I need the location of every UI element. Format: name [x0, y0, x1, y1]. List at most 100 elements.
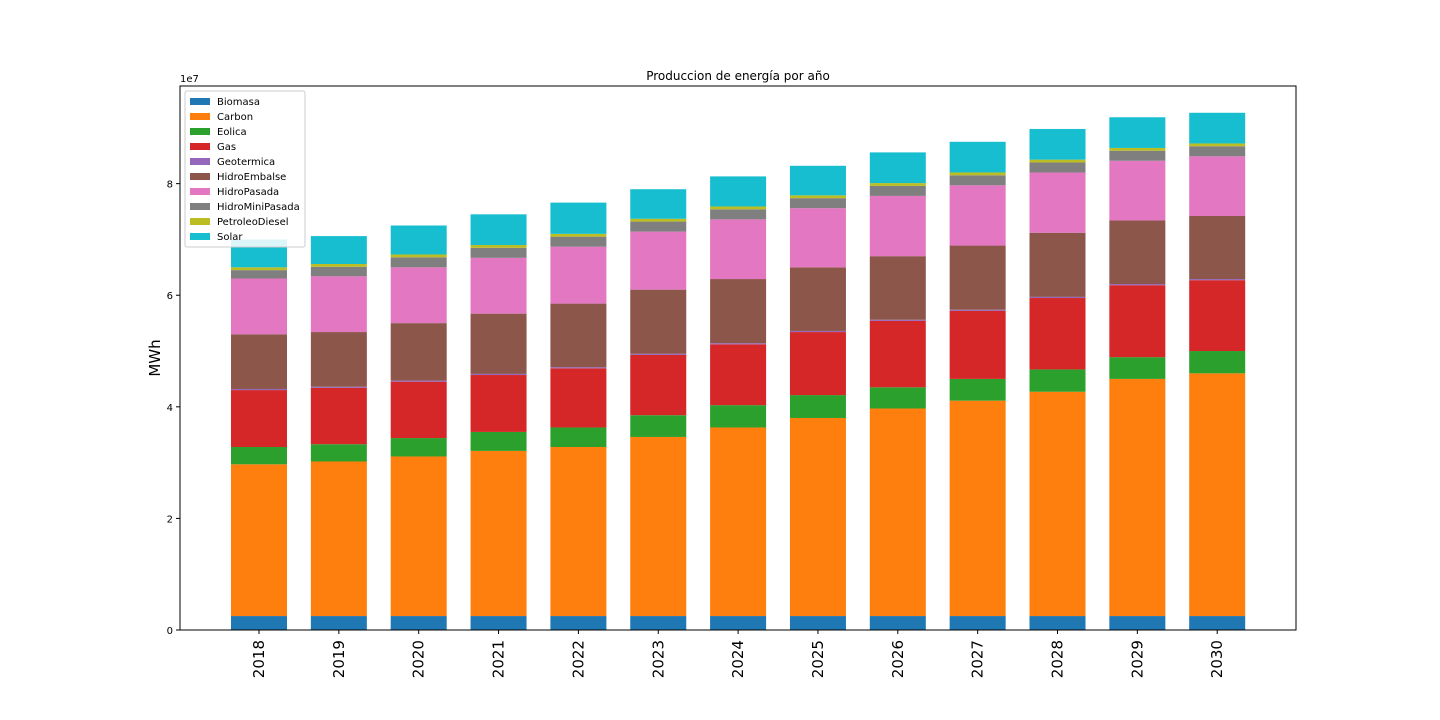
x-tick-label-2027: 2027 — [969, 640, 987, 678]
bar-hidrominipasada-2024 — [710, 209, 767, 220]
bar-petroleodiesel-2022 — [550, 233, 607, 237]
bar-carbon-2025 — [789, 417, 846, 617]
bar-hidroembalse-2018 — [231, 334, 287, 389]
bar-biomasa-2019 — [310, 616, 367, 630]
bar-geotermica-2018 — [231, 388, 287, 391]
bar-hidrominipasada-2030 — [1189, 146, 1246, 157]
bar-hidrominipasada-2027 — [949, 175, 1006, 186]
bar-hidrominipasada-2018 — [231, 270, 287, 279]
bar-carbon-2020 — [390, 456, 447, 617]
bar-gas-2030 — [1189, 280, 1246, 352]
y-tick-label-2: 4 — [167, 403, 173, 414]
bar-gas-2021 — [470, 375, 527, 432]
y-axis-label: MWh — [146, 339, 164, 376]
bar-petroleodiesel-2027 — [949, 172, 1006, 176]
bar-hidrominipasada-2019 — [310, 266, 367, 277]
bar-solar-2026 — [869, 152, 926, 184]
bar-solar-2027 — [949, 141, 1006, 173]
bar-hidropasada-2022 — [550, 246, 607, 304]
bar-hidropasada-2028 — [1029, 172, 1086, 233]
bar-gas-2024 — [710, 344, 767, 406]
bar-biomasa-2020 — [390, 616, 447, 630]
x-tick-label-2021: 2021 — [490, 640, 508, 678]
x-tick-label-2022: 2022 — [569, 640, 587, 678]
x-tick-label-2019: 2019 — [330, 640, 348, 678]
legend-swatch-hidroembalse — [190, 173, 210, 180]
x-tick-label-2020: 2020 — [410, 640, 428, 678]
y-tick-label-3: 6 — [167, 291, 173, 302]
plot-frame — [179, 85, 1297, 631]
bar-biomasa-2022 — [550, 616, 607, 630]
bar-eolica-2026 — [869, 387, 926, 409]
bar-carbon-2026 — [869, 408, 926, 617]
x-tick-label-2023: 2023 — [649, 640, 667, 678]
bar-eolica-2028 — [1029, 369, 1086, 392]
legend: Biomasa Carbon Eolica Gas Geotermica HidroEmb… — [184, 90, 306, 248]
bar-biomasa-2027 — [949, 616, 1006, 630]
bar-gas-2019 — [310, 387, 367, 445]
bar-gas-2018 — [231, 390, 287, 447]
bar-carbon-2019 — [310, 461, 367, 617]
bar-hidroembalse-2023 — [630, 289, 687, 354]
bar-solar-2028 — [1029, 128, 1086, 160]
bar-carbon-2024 — [710, 427, 767, 617]
legend-label-gas: Gas — [217, 142, 236, 153]
bar-hidrominipasada-2028 — [1029, 162, 1086, 173]
bar-gas-2025 — [789, 332, 846, 396]
bar-eolica-2022 — [550, 427, 607, 447]
bar-hidrominipasada-2021 — [470, 247, 527, 258]
bar-gas-2029 — [1109, 285, 1166, 358]
chart-title: Produccion de energía por año — [646, 69, 830, 83]
bar-hidrominipasada-2025 — [789, 198, 846, 209]
bar-hidroembalse-2022 — [550, 303, 607, 368]
bar-carbon-2023 — [630, 436, 687, 617]
bar-carbon-2018 — [231, 464, 287, 617]
bar-eolica-2030 — [1189, 351, 1246, 374]
bar-hidropasada-2025 — [789, 208, 846, 268]
bar-solar-2025 — [789, 165, 846, 196]
legend-swatch-hidrominipasada — [190, 203, 210, 210]
bar-solar-2021 — [470, 214, 527, 246]
bar-petroleodiesel-2024 — [710, 206, 767, 210]
x-tick-label-2025: 2025 — [809, 640, 827, 678]
bar-hidropasada-2030 — [1189, 156, 1246, 216]
bar-carbon-2029 — [1109, 378, 1166, 617]
bar-solar-2030 — [1189, 112, 1246, 144]
bar-geotermica-2023 — [630, 353, 687, 355]
legend-swatch-biomasa — [190, 98, 210, 105]
bar-biomasa-2023 — [630, 616, 687, 630]
legend-label-geotermica: Geotermica — [217, 157, 275, 168]
bar-geotermica-2027 — [949, 309, 1006, 311]
bar-hidropasada-2029 — [1109, 160, 1166, 221]
bar-hidropasada-2026 — [869, 195, 926, 257]
bar-petroleodiesel-2018 — [231, 267, 287, 271]
y-tick-label-0: 0 — [167, 626, 173, 637]
bar-hidroembalse-2026 — [869, 256, 926, 320]
bar-geotermica-2021 — [470, 373, 527, 376]
bar-carbon-2030 — [1189, 373, 1246, 617]
bar-hidroembalse-2029 — [1109, 220, 1166, 285]
bar-hidropasada-2021 — [470, 257, 527, 314]
legend-label-hidroembalse: HidroEmbalse — [217, 172, 286, 183]
bar-hidroembalse-2019 — [310, 332, 367, 387]
bar-petroleodiesel-2029 — [1109, 147, 1166, 151]
x-axis: 2018 2019 2020 2021 2022 2023 2024 2025 2026 2027… — [250, 630, 1226, 678]
bar-geotermica-2020 — [390, 380, 447, 382]
bar-biomasa-2029 — [1109, 616, 1166, 630]
bar-petroleodiesel-2026 — [869, 183, 926, 186]
legend-swatch-eolica — [190, 128, 210, 135]
bar-gas-2022 — [550, 368, 607, 428]
legend-label-solar: Solar — [217, 232, 243, 243]
legend-label-carbon: Carbon — [217, 112, 253, 123]
bar-biomasa-2021 — [470, 616, 527, 630]
legend-label-hidropasada: HidroPasada — [217, 187, 279, 198]
bars-group — [231, 112, 1246, 630]
bar-carbon-2028 — [1029, 391, 1086, 617]
bar-eolica-2029 — [1109, 357, 1166, 379]
bar-hidroembalse-2020 — [390, 323, 447, 381]
legend-swatch-solar — [190, 233, 210, 240]
bar-geotermica-2025 — [789, 330, 846, 333]
bar-biomasa-2028 — [1029, 616, 1086, 630]
bar-solar-2029 — [1109, 117, 1166, 148]
